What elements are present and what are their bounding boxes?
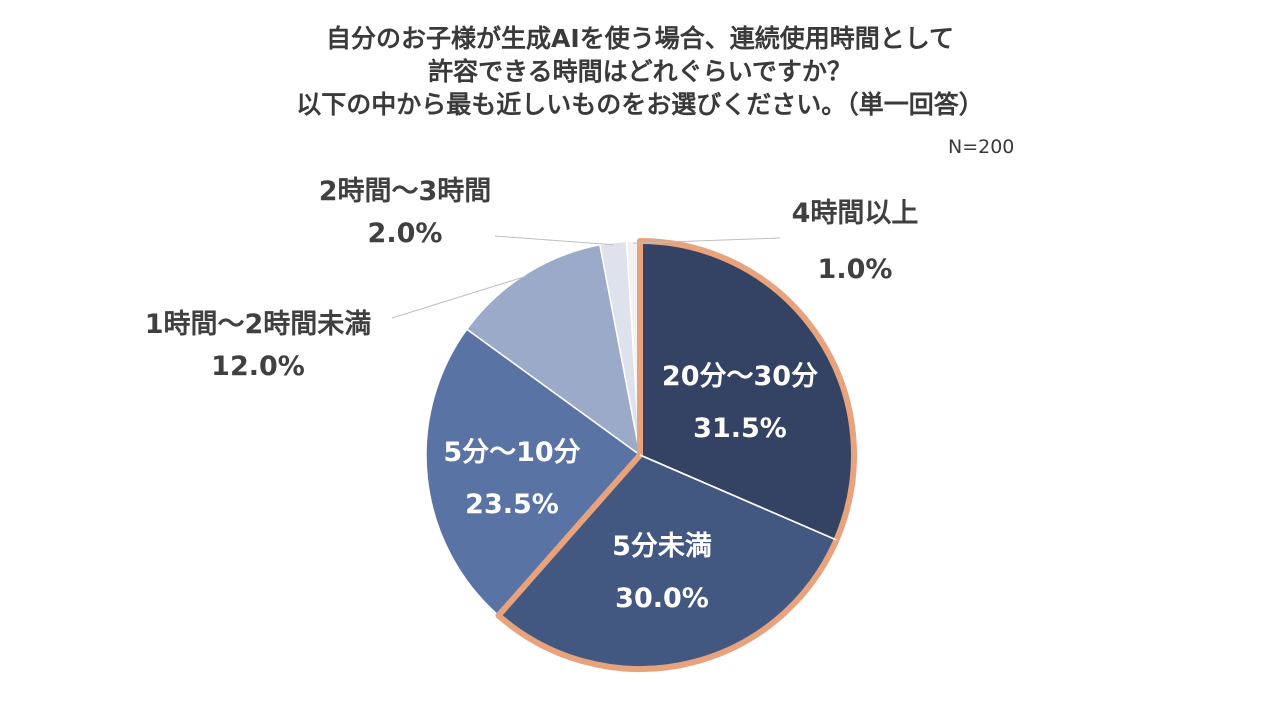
title-line-3: 以下の中から最も近しいものをお選びください。（単一回答） (296, 90, 984, 119)
slice-value-label-6: 1.0% (818, 254, 893, 285)
slice-value-label-5: 2.0% (368, 218, 443, 249)
slice-value-label-4: 12.0% (211, 351, 305, 382)
slice-value-label-1: 31.5% (693, 413, 787, 444)
highlight-outline (495, 238, 857, 672)
title-line-1: 自分のお子様が生成AIを使う場合、連続使用時間として (326, 24, 954, 53)
leader-line-4 (391, 275, 527, 319)
slice-category-label-4: 1時間〜2時間未満 (145, 309, 372, 340)
slice-category-label-6: 4時間以上 (792, 198, 919, 229)
slice-divider (639, 454, 837, 541)
slice-value-label-3: 23.5% (465, 489, 559, 520)
slice-category-label-1: 20分〜30分 (662, 361, 818, 392)
slice-category-label-3: 5分〜10分 (443, 437, 580, 468)
chart-title: 自分のお子様が生成AIを使う場合、連続使用時間として 許容できる時間はどれぐらい… (0, 22, 1280, 121)
slice-category-label-2: 5分未満 (612, 531, 712, 562)
leader-line-5 (494, 235, 614, 246)
sample-size-label: N=200 (948, 136, 1015, 158)
title-line-2: 許容できる時間はどれぐらいですか？ (428, 57, 852, 86)
slice-category-label-5: 2時間〜3時間 (319, 176, 492, 207)
slice-value-label-2: 30.0% (615, 583, 709, 614)
leader-line-6 (633, 237, 781, 244)
pie-slice-3 (425, 328, 642, 617)
pie-slice-4 (465, 243, 642, 457)
